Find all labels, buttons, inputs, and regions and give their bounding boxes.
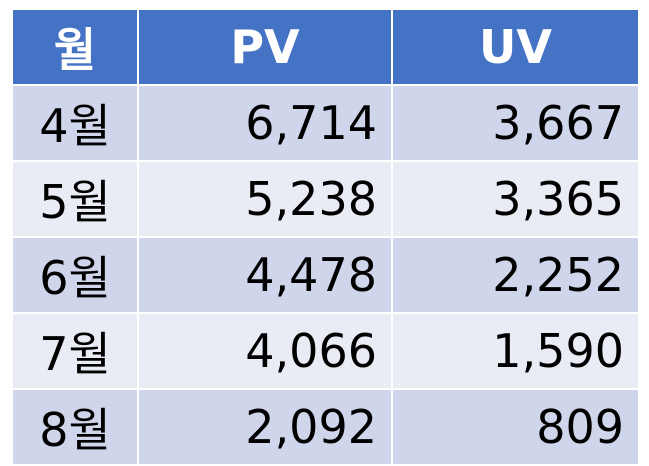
cell-uv: 2,252 [391,236,640,314]
cell-pv: 5,238 [137,160,393,238]
header-uv: UV [391,8,640,86]
table-row: 4월 6,714 3,667 [11,84,640,162]
table-body: 4월 6,714 3,667 5월 5,238 3,365 6월 4,478 2… [11,84,640,466]
cell-uv: 809 [391,388,640,466]
table-row: 6월 4,478 2,252 [11,236,640,314]
table-header: 월 PV UV [11,8,640,86]
header-row: 월 PV UV [11,8,640,86]
header-month: 월 [11,8,139,86]
cell-month: 5월 [11,160,139,238]
cell-pv: 4,478 [137,236,393,314]
cell-month: 4월 [11,84,139,162]
pv-uv-table: 월 PV UV 4월 6,714 3,667 5월 5,238 3,365 6월… [11,8,640,466]
header-pv: PV [137,8,393,86]
cell-uv: 1,590 [391,312,640,390]
cell-uv: 3,667 [391,84,640,162]
table-row: 8월 2,092 809 [11,388,640,466]
cell-pv: 6,714 [137,84,393,162]
table-row: 5월 5,238 3,365 [11,160,640,238]
cell-uv: 3,365 [391,160,640,238]
cell-pv: 2,092 [137,388,393,466]
cell-month: 7월 [11,312,139,390]
data-table-container: 월 PV UV 4월 6,714 3,667 5월 5,238 3,365 6월… [11,8,640,466]
cell-month: 8월 [11,388,139,466]
cell-month: 6월 [11,236,139,314]
cell-pv: 4,066 [137,312,393,390]
table-row: 7월 4,066 1,590 [11,312,640,390]
